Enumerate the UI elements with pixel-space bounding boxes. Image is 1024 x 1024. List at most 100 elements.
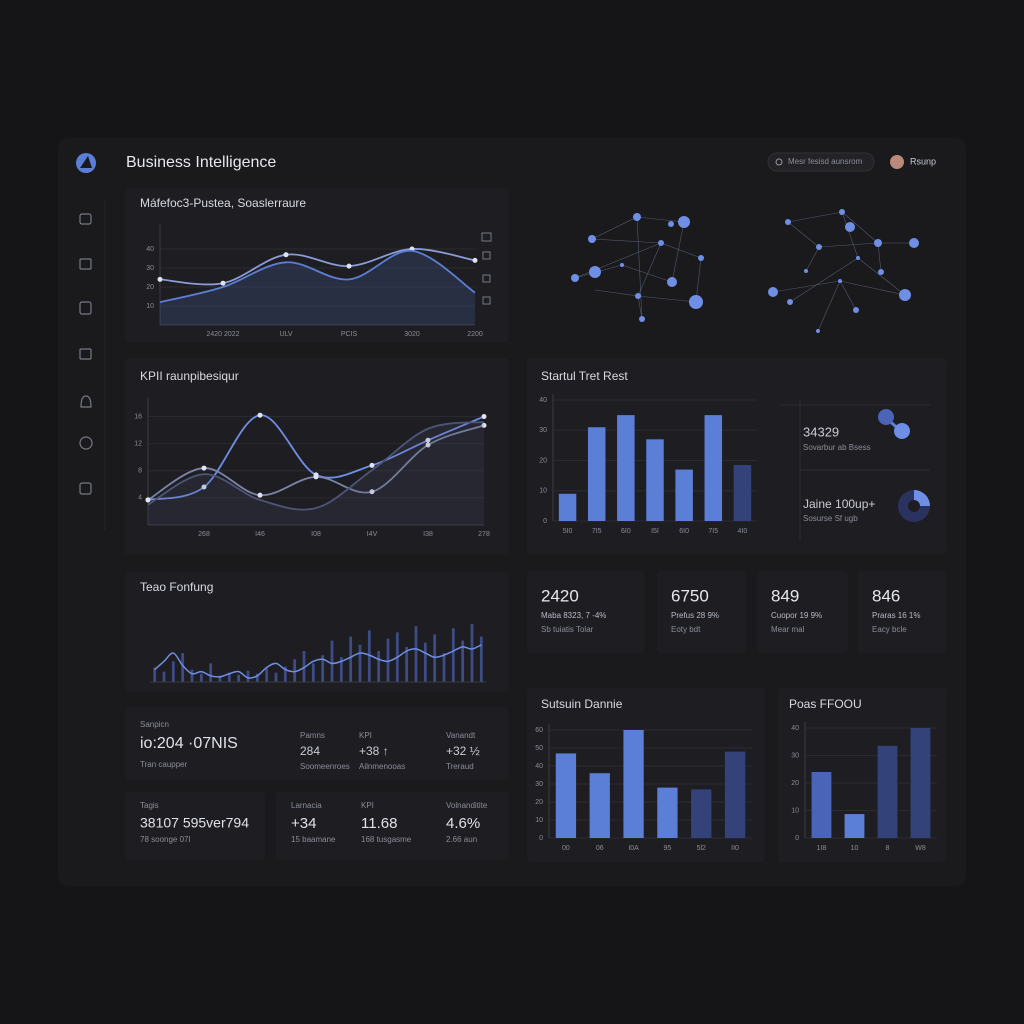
bar <box>479 636 483 682</box>
x-tick-label: 8 <box>886 845 890 852</box>
x-tick-label: 1I8 <box>817 845 827 852</box>
bar <box>461 640 465 682</box>
icon-pie-hole <box>908 500 920 512</box>
metric-sub: 15 baamane <box>291 835 336 844</box>
x-tick-label: I38 <box>423 531 433 538</box>
bar <box>227 672 231 682</box>
chart-title: Startul Tret Rest <box>541 369 628 383</box>
summary-label: Sanpicn <box>140 720 169 729</box>
point <box>283 252 289 258</box>
nav-home[interactable] <box>79 213 92 225</box>
point <box>425 437 431 443</box>
kpi-sub: Eoty bdt <box>671 625 701 634</box>
panel <box>125 188 509 342</box>
chart-title: KPII raunpibesiqur <box>140 369 239 383</box>
bar <box>330 640 334 682</box>
stat-label: Sosurse Sf ugb <box>803 514 858 523</box>
bar <box>265 668 269 682</box>
kpi-label: Cuopor 19 9% <box>771 611 822 620</box>
tags-label: Tagis <box>140 801 159 810</box>
x-tick-label: 00 <box>562 845 570 852</box>
bar <box>691 789 712 838</box>
avatar[interactable] <box>890 155 904 169</box>
bar <box>162 671 166 682</box>
tags-sub: 78 soonge 07I <box>140 835 191 844</box>
bar <box>218 675 222 682</box>
bar <box>675 469 693 521</box>
x-tick-label: 268 <box>198 531 210 538</box>
bar <box>377 651 381 682</box>
x-tick-label: 06 <box>596 845 604 852</box>
bar <box>367 630 371 682</box>
kpi-sub: Eacy bcle <box>872 625 907 634</box>
column-label: Vanandt <box>446 731 476 740</box>
bar <box>153 667 157 682</box>
network-graph <box>571 209 919 333</box>
panel-icon[interactable] <box>481 232 492 242</box>
kpi-value: 849 <box>771 586 799 605</box>
bar <box>181 653 185 682</box>
kpi-label: Prefus 28 9% <box>671 611 719 620</box>
bar <box>283 666 287 682</box>
bar <box>423 642 427 682</box>
x-tick-label: 7I5 <box>592 528 602 535</box>
bar <box>386 638 390 682</box>
nav-data[interactable] <box>79 301 92 315</box>
y-tick-label: 30 <box>535 781 543 788</box>
bar <box>470 624 474 682</box>
bar <box>433 634 437 682</box>
panel <box>125 572 509 692</box>
bar <box>589 773 610 838</box>
nav-layers[interactable] <box>79 348 92 360</box>
bar <box>811 772 832 838</box>
tags-value: 38107 595ver794 <box>140 815 249 831</box>
nav-alerts[interactable] <box>80 395 92 408</box>
x-tick-label: 7I5 <box>708 528 718 535</box>
panel-icon[interactable] <box>482 274 491 283</box>
point <box>472 257 478 263</box>
panel-icon[interactable] <box>482 296 491 305</box>
bar <box>321 655 325 682</box>
bar <box>358 644 362 682</box>
kpi-label: Praras 16 1% <box>872 611 920 620</box>
metric-value: +34 <box>291 815 316 832</box>
y-tick-label: 10 <box>539 488 547 495</box>
nav-reports[interactable] <box>79 258 92 270</box>
bar <box>704 415 723 521</box>
column-label: KPI <box>359 731 372 740</box>
kpi-sub: Mear mal <box>771 625 805 634</box>
bar <box>724 751 746 838</box>
search-icon <box>775 158 783 166</box>
chart-title: Sutsuin Dannie <box>541 697 623 711</box>
y-tick-label: 30 <box>146 265 154 272</box>
x-tick-label: 5I0 <box>563 528 573 535</box>
nav-settings[interactable] <box>79 482 92 495</box>
metric-sub: 2.66 aun <box>446 835 477 844</box>
bar <box>349 636 353 682</box>
panel-icon[interactable] <box>482 251 491 260</box>
panel <box>276 792 509 860</box>
bar <box>451 628 455 682</box>
metric-sub: 168 tusgasme <box>361 835 412 844</box>
summary-value: io:204 ·07NIS <box>140 735 238 752</box>
stat-value: Jaine 100up+ <box>803 497 875 511</box>
y-tick-label: 40 <box>791 725 799 732</box>
y-tick-label: 16 <box>134 413 142 420</box>
bar <box>442 653 446 682</box>
y-tick-label: 0 <box>539 835 543 842</box>
y-tick-label: 0 <box>795 835 799 842</box>
y-tick-label: 20 <box>146 284 154 291</box>
y-tick-label: 20 <box>791 780 799 787</box>
bar <box>199 673 203 682</box>
bar <box>171 661 175 682</box>
x-tick-label: I08 <box>311 531 321 538</box>
bar <box>255 673 259 682</box>
nav-history[interactable] <box>79 436 93 450</box>
point <box>201 465 207 471</box>
chart-title: Teao Fonfung <box>140 580 213 594</box>
bar <box>339 657 343 682</box>
x-tick-label: PCIS <box>341 331 358 338</box>
search-placeholder: Mesr fesisd aunsrom <box>788 157 863 166</box>
bar <box>877 745 898 838</box>
search-box[interactable] <box>767 152 875 172</box>
